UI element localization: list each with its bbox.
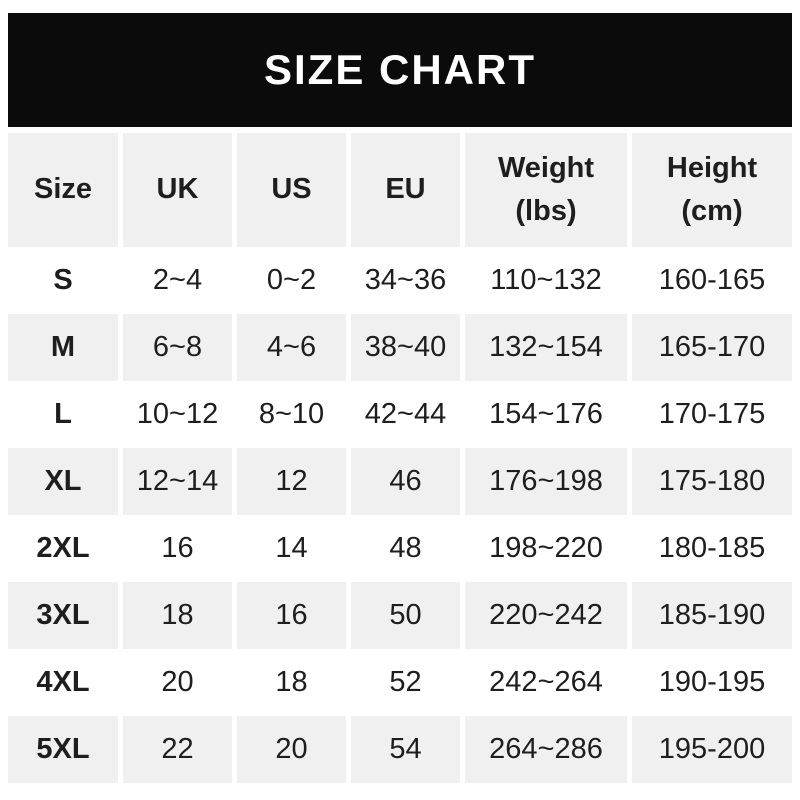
cell-eu: 52	[351, 649, 460, 716]
cell-uk: 22	[123, 716, 232, 783]
cell-eu: 46	[351, 448, 460, 515]
cell-us: 8~10	[237, 381, 346, 448]
cell-uk: 20	[123, 649, 232, 716]
column-header-size: Size	[8, 133, 118, 247]
cell-size: 2XL	[8, 515, 118, 582]
cell-us: 4~6	[237, 314, 346, 381]
cell-weight: 110~132	[465, 247, 627, 314]
cell-height: 160-165	[632, 247, 792, 314]
column-header-height: Height (cm)	[632, 133, 792, 247]
cell-height: 185-190	[632, 582, 792, 649]
cell-weight: 220~242	[465, 582, 627, 649]
cell-weight: 154~176	[465, 381, 627, 448]
cell-height: 175-180	[632, 448, 792, 515]
cell-height: 165-170	[632, 314, 792, 381]
cell-us: 0~2	[237, 247, 346, 314]
cell-size: 3XL	[8, 582, 118, 649]
cell-height: 190-195	[632, 649, 792, 716]
cell-height: 170-175	[632, 381, 792, 448]
column-header-us: US	[237, 133, 346, 247]
cell-eu: 38~40	[351, 314, 460, 381]
cell-us: 18	[237, 649, 346, 716]
cell-weight: 132~154	[465, 314, 627, 381]
column-header-uk: UK	[123, 133, 232, 247]
cell-weight: 176~198	[465, 448, 627, 515]
column-header-weight: Weight (lbs)	[465, 133, 627, 247]
title-banner: SIZE CHART	[8, 13, 792, 127]
cell-size: S	[8, 247, 118, 314]
cell-us: 14	[237, 515, 346, 582]
cell-uk: 2~4	[123, 247, 232, 314]
cell-us: 12	[237, 448, 346, 515]
cell-uk: 16	[123, 515, 232, 582]
cell-height: 195-200	[632, 716, 792, 783]
cell-size: L	[8, 381, 118, 448]
cell-eu: 42~44	[351, 381, 460, 448]
cell-size: M	[8, 314, 118, 381]
cell-eu: 54	[351, 716, 460, 783]
cell-uk: 6~8	[123, 314, 232, 381]
cell-eu: 48	[351, 515, 460, 582]
cell-weight: 242~264	[465, 649, 627, 716]
column-header-eu: EU	[351, 133, 460, 247]
page-title: SIZE CHART	[264, 46, 536, 93]
cell-weight: 264~286	[465, 716, 627, 783]
size-chart-table: Size UK US EU Weight (lbs) Height (cm) S…	[8, 133, 792, 783]
cell-uk: 18	[123, 582, 232, 649]
cell-size: XL	[8, 448, 118, 515]
cell-size: 5XL	[8, 716, 118, 783]
cell-eu: 50	[351, 582, 460, 649]
cell-size: 4XL	[8, 649, 118, 716]
cell-eu: 34~36	[351, 247, 460, 314]
cell-us: 16	[237, 582, 346, 649]
cell-uk: 10~12	[123, 381, 232, 448]
cell-weight: 198~220	[465, 515, 627, 582]
cell-height: 180-185	[632, 515, 792, 582]
cell-us: 20	[237, 716, 346, 783]
cell-uk: 12~14	[123, 448, 232, 515]
